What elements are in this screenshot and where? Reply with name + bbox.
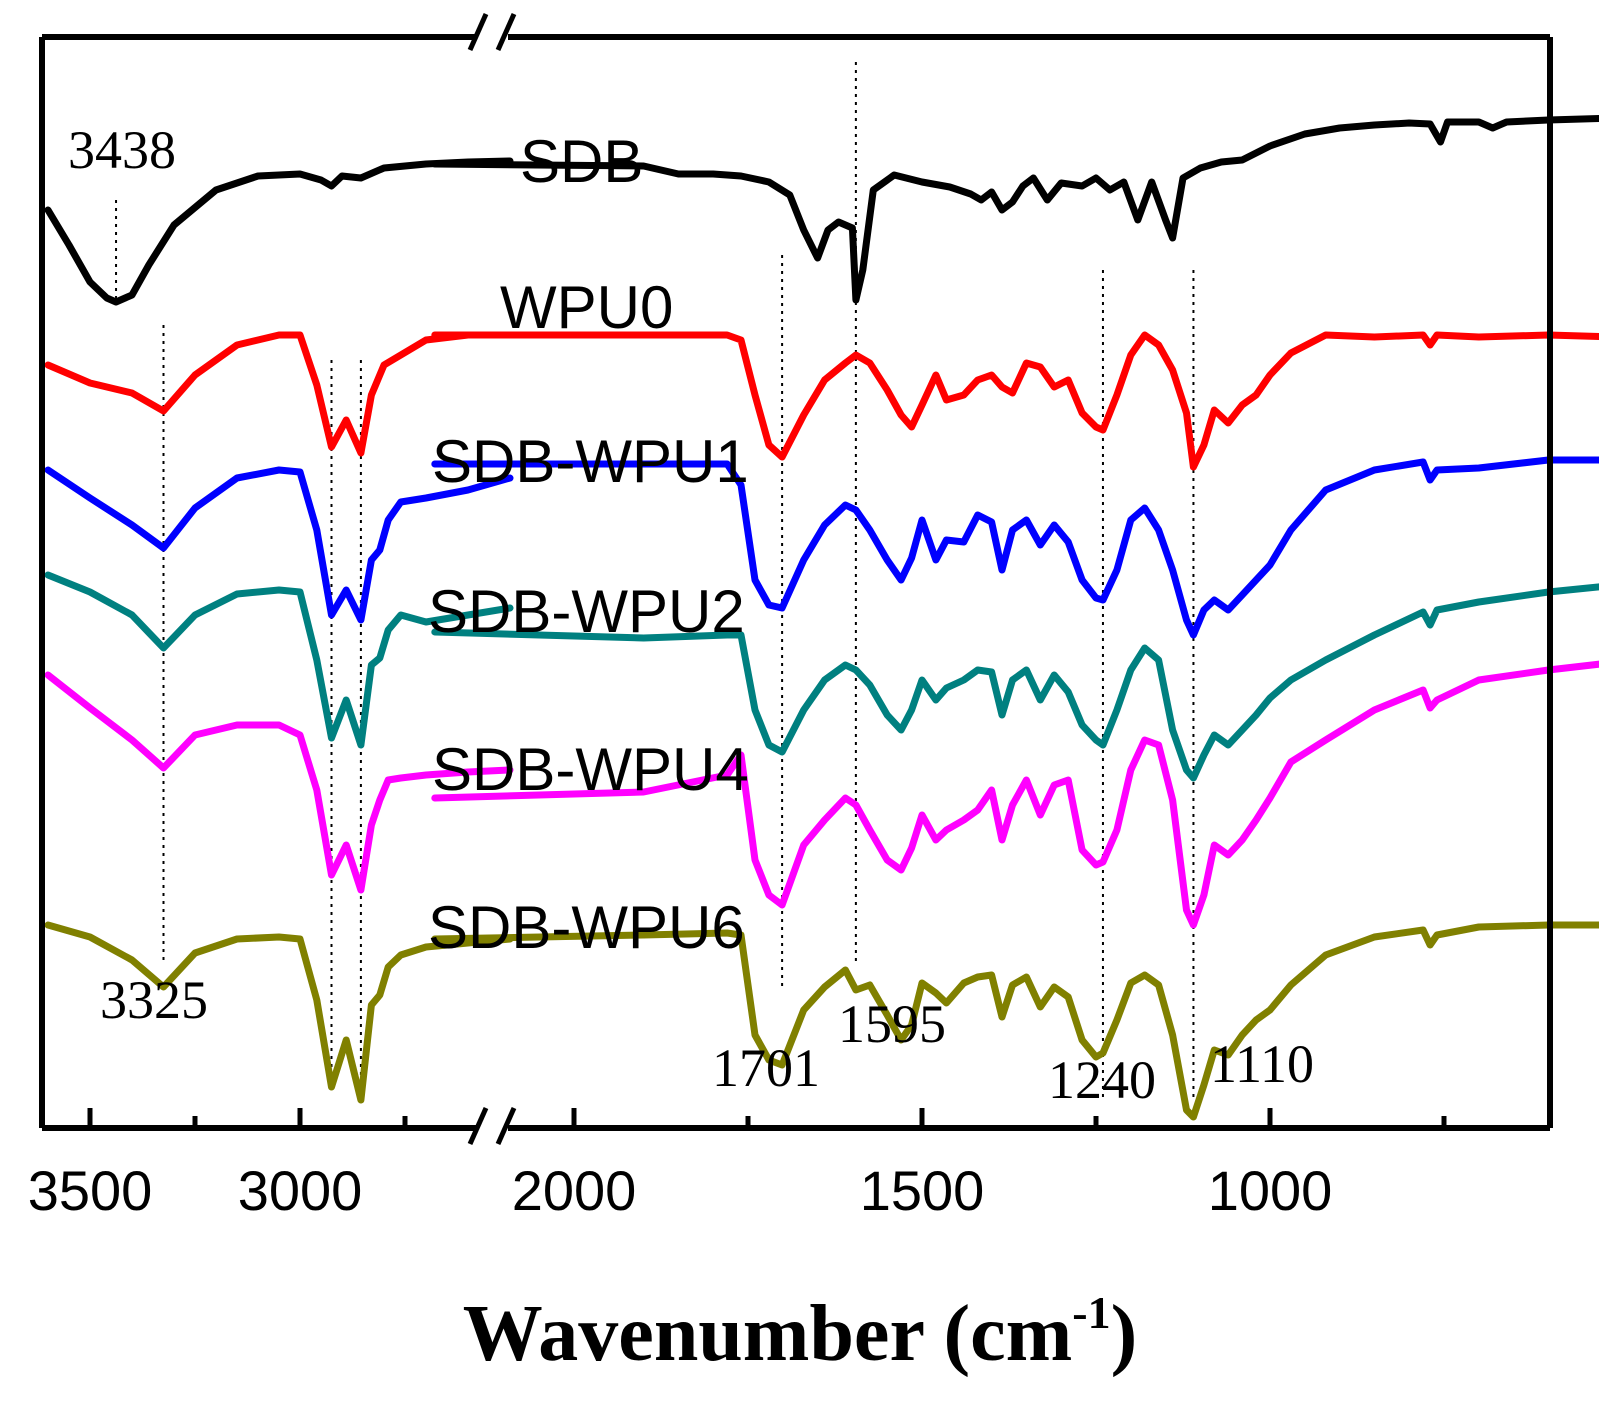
x-tick-labels: 3500 3000 2000 1500 1000 (28, 1159, 1333, 1222)
series-label-wpu0: WPU0 (500, 274, 673, 341)
series-line-sdb-wpu2-right (431, 583, 1599, 782)
peak-label-3325: 3325 (100, 970, 208, 1030)
peak-label-1110: 1110 (1210, 1034, 1314, 1094)
series-line-sdb-wpu6-left (44, 921, 514, 1104)
series-line-sdb-right (431, 115, 1599, 304)
series-label-sdb-wpu4: SDB-WPU4 (432, 736, 749, 803)
peak-label-3438: 3438 (68, 120, 176, 180)
x-tick-label-1500: 1500 (860, 1159, 985, 1222)
series-layer (44, 115, 1599, 1121)
x-tick-label-3000: 3000 (238, 1159, 363, 1222)
series-label-sdb-wpu1: SDB-WPU1 (432, 428, 749, 495)
series-line-sdb-wpu1-left (44, 466, 514, 624)
x-tick-label-2000: 2000 (512, 1159, 637, 1222)
series-label-sdb-wpu6: SDB-WPU6 (428, 894, 745, 961)
guide-lines (115, 62, 1195, 1100)
peak-label-1595: 1595 (838, 994, 946, 1054)
x-ticks (87, 1108, 1447, 1128)
series-line-sdb-wpu6-right (431, 921, 1599, 1121)
series-line-wpu0-right (431, 331, 1599, 471)
series-line-sdb-wpu1-right (431, 456, 1599, 639)
series-label-sdb-wpu2: SDB-WPU2 (428, 578, 745, 645)
series-line-sdb-wpu4-right (431, 660, 1599, 929)
axis-break-top (467, 12, 517, 52)
axis-break-bottom (467, 1106, 517, 1146)
peak-label-1240: 1240 (1048, 1050, 1156, 1110)
series-line-sdb-wpu4-left (44, 671, 514, 894)
series-line-sdb-left (44, 157, 514, 306)
series-line-wpu0-left (44, 331, 514, 457)
x-tick-label-1000: 1000 (1208, 1159, 1333, 1222)
peak-label-1701: 1701 (712, 1038, 820, 1098)
x-axis-title: Wavenumber (cm-1) (463, 1287, 1138, 1378)
series-line-sdb-wpu2-left (44, 571, 514, 749)
plot-frame (39, 34, 1553, 1131)
x-tick-label-3500: 3500 (28, 1159, 153, 1222)
series-label-sdb: SDB (520, 128, 643, 195)
